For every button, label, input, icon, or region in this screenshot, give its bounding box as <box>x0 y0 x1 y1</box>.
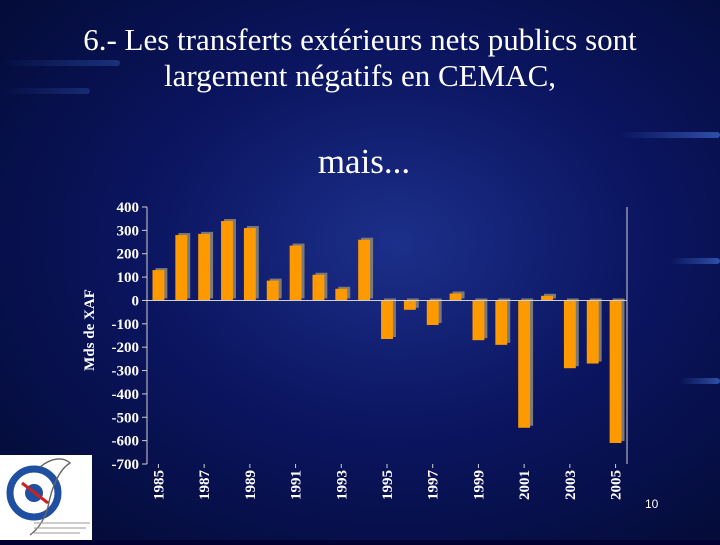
decor-streak <box>0 60 120 66</box>
x-tick-label: 1995 <box>380 470 396 500</box>
bar <box>541 295 553 301</box>
bar <box>312 274 325 301</box>
y-tick-label: -400 <box>112 387 140 403</box>
bar <box>152 270 165 301</box>
bar <box>586 300 599 364</box>
bar <box>335 288 348 301</box>
x-tick-label: 1997 <box>426 470 442 501</box>
bar <box>609 300 622 443</box>
x-tick-label: 2001 <box>517 470 533 500</box>
bar <box>495 300 508 345</box>
y-tick-label: -700 <box>112 457 140 473</box>
y-tick-label: 200 <box>117 247 140 263</box>
title-line-1: 6.- Les transferts extérieurs nets publi… <box>83 22 637 57</box>
decor-streak <box>680 378 720 384</box>
bar <box>518 300 531 428</box>
bar <box>403 300 416 310</box>
bar <box>289 245 302 301</box>
bar <box>221 221 233 301</box>
y-tick-label: 300 <box>117 223 140 239</box>
y-tick-label: -100 <box>112 317 140 333</box>
x-tick-label: 1989 <box>243 470 259 500</box>
y-tick-label: -600 <box>112 434 140 450</box>
x-tick-label: 1993 <box>334 470 350 500</box>
bar <box>563 300 576 369</box>
bar <box>426 300 439 325</box>
decor-streak <box>0 88 90 94</box>
y-tick-label: -500 <box>112 410 140 426</box>
slide-subtitle: mais... <box>317 142 411 181</box>
x-tick-label: 1987 <box>197 470 213 501</box>
bar <box>381 300 393 340</box>
x-tick-label: 1999 <box>471 470 487 500</box>
y-axis-label: Mds de XAF <box>82 289 98 371</box>
x-tick-label: 2005 <box>609 470 625 500</box>
y-tick-label: 400 <box>117 200 140 216</box>
bar <box>472 300 485 341</box>
x-tick-label: 1985 <box>151 470 167 500</box>
x-tick-label: 1991 <box>289 470 305 500</box>
y-tick-label: 0 <box>132 293 140 309</box>
bar <box>198 233 211 301</box>
bar <box>175 235 188 301</box>
x-tick-label: 2003 <box>563 470 579 500</box>
y-tick-label: -300 <box>112 364 140 380</box>
bar <box>449 293 462 301</box>
logo-emblem-icon <box>6 458 90 536</box>
bar <box>243 228 256 301</box>
bar <box>266 280 279 301</box>
y-tick-label: -200 <box>112 340 140 356</box>
decor-streak <box>670 258 720 264</box>
slide-title: 6.- Les transferts extérieurs nets publi… <box>0 22 720 94</box>
page-number: 10 <box>645 497 659 511</box>
title-line-2: largement négatifs en CEMAC, <box>163 58 556 93</box>
institution-logo <box>0 455 92 540</box>
decor-streak <box>620 132 720 138</box>
bar <box>358 239 371 301</box>
y-tick-label: 100 <box>117 270 140 286</box>
